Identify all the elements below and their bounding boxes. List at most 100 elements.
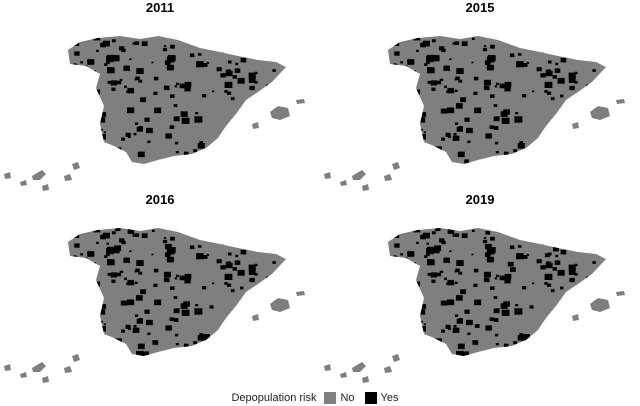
risk-cell — [144, 117, 150, 122]
risk-cell — [252, 349, 257, 353]
risk-cell — [228, 357, 232, 361]
risk-cell — [400, 61, 404, 64]
risk-cell — [553, 246, 559, 252]
risk-cell — [568, 77, 576, 83]
risk-cell — [395, 302, 400, 306]
risk-cell — [99, 326, 106, 332]
risk-cell — [111, 279, 116, 283]
risk-cell — [445, 324, 451, 329]
risk-cell — [144, 309, 150, 314]
risk-cell — [132, 42, 136, 45]
risk-cell — [242, 343, 248, 347]
risk-cell — [248, 77, 256, 83]
risk-cell — [569, 325, 573, 329]
risk-cell — [595, 290, 602, 296]
risk-cell — [227, 60, 232, 64]
risk-cell — [401, 283, 404, 286]
island-canary-6 — [72, 354, 80, 362]
risk-cell — [437, 147, 442, 151]
risk-cell — [100, 128, 103, 131]
risk-cell — [117, 147, 122, 151]
risk-cell — [503, 109, 510, 115]
risk-cell — [447, 87, 455, 94]
risk-cell — [95, 146, 101, 151]
risk-cell — [166, 64, 174, 71]
risk-cell — [513, 341, 517, 345]
risk-cell — [395, 110, 400, 114]
risk-cell — [542, 242, 546, 245]
risk-cell — [540, 228, 549, 235]
risk-cell — [595, 36, 603, 40]
risk-cell — [165, 228, 170, 230]
risk-cell — [471, 61, 474, 64]
risk-cell — [426, 259, 435, 266]
risk-cell — [111, 55, 120, 62]
risk-cell — [202, 63, 208, 67]
risk-cell — [147, 140, 151, 144]
risk-cell — [153, 76, 159, 81]
risk-cell — [454, 122, 459, 125]
risk-cell — [590, 286, 593, 289]
risk-cell — [416, 49, 419, 52]
risk-cell — [550, 289, 555, 293]
risk-cell — [503, 151, 509, 156]
risk-cell — [540, 265, 546, 270]
risk-cell — [258, 296, 266, 303]
risk-cell — [73, 41, 80, 46]
risk-cell — [273, 85, 280, 91]
risk-cell — [80, 82, 83, 85]
risk-cell — [544, 282, 548, 285]
risk-cell — [220, 228, 229, 235]
risk-cell — [461, 233, 468, 238]
legend-item-yes: Yes — [364, 392, 399, 404]
risk-cell — [144, 351, 149, 356]
risk-cell — [482, 239, 488, 244]
risk-cell — [71, 107, 76, 111]
risk-cell — [453, 324, 457, 328]
risk-cell — [134, 122, 139, 125]
risk-cell — [426, 253, 430, 257]
risk-cell — [444, 277, 447, 280]
risk-cell — [135, 295, 143, 301]
risk-cell — [198, 245, 202, 248]
risk-cell — [448, 135, 451, 138]
risk-cell — [456, 350, 464, 356]
risk-cell — [110, 272, 117, 278]
risk-cell — [545, 70, 553, 77]
risk-cell — [85, 65, 88, 68]
risk-cell — [121, 240, 126, 245]
risk-cell — [461, 41, 468, 46]
risk-cell — [107, 272, 112, 276]
risk-cell — [273, 235, 279, 240]
risk-cell — [572, 166, 575, 169]
risk-cell — [441, 48, 446, 53]
risk-cell — [212, 90, 215, 93]
risk-cell — [426, 246, 435, 254]
risk-cell — [138, 79, 143, 83]
risk-cell — [444, 85, 447, 88]
risk-cell — [220, 36, 229, 43]
risk-cell — [519, 141, 523, 145]
risk-cell — [568, 150, 575, 156]
risk-cell — [283, 229, 286, 235]
risk-cell — [472, 340, 479, 345]
risk-cell — [195, 232, 204, 239]
risk-cell — [574, 263, 578, 267]
risk-cell — [257, 46, 263, 51]
risk-cell — [404, 348, 410, 354]
risk-cell — [455, 103, 463, 109]
risk-cell — [423, 323, 426, 326]
risk-cell — [592, 161, 599, 164]
risk-cell — [560, 94, 564, 98]
risk-cell — [473, 76, 479, 81]
risk-cell — [123, 257, 130, 263]
risk-cell — [400, 350, 404, 353]
risk-cell — [442, 160, 446, 164]
risk-cell — [497, 357, 503, 362]
risk-cell — [84, 326, 90, 331]
risk-cell — [227, 91, 232, 95]
risk-cell — [418, 117, 426, 123]
risk-cell — [165, 36, 170, 38]
risk-cell — [225, 70, 233, 77]
risk-cell — [269, 233, 273, 236]
